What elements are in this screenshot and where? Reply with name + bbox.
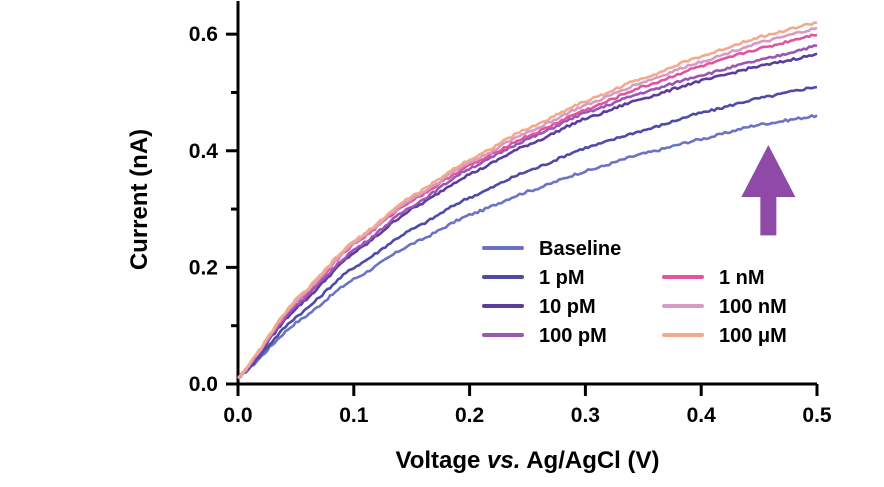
- legend-label: 10 pM: [539, 296, 596, 318]
- x-tick-label: 0.5: [802, 404, 832, 427]
- axes: 0.0 0.2 0.4 0.6 0.0 0.1 0.2 0.3 0.4 0.5 Voltage vs…: [126, 1, 832, 474]
- legend-label: 1 nM: [719, 267, 765, 289]
- x-tick-label: 0.0: [223, 404, 252, 427]
- x-axis-title: Voltage vs. Ag/AgCl (V): [395, 447, 659, 474]
- y-axis-title: Current (nA): [126, 129, 153, 270]
- x-axis-title-prefix: Voltage: [395, 447, 487, 474]
- series-line-100-m: [237, 21, 818, 380]
- y-tick-label: 0.2: [189, 256, 218, 279]
- series-line-100-pm: [237, 44, 818, 380]
- y-tick-label: 0.6: [189, 23, 218, 46]
- legend-label: 100 nM: [719, 296, 787, 318]
- annotations: [741, 144, 796, 236]
- legend-label: 100 pM: [539, 325, 607, 347]
- series-line-100-nm: [237, 26, 818, 380]
- series-line-1-pm: [237, 85, 818, 380]
- x-tick-label: 0.1: [339, 404, 369, 427]
- x-axis-title-suffix: Ag/AgCl (V): [520, 447, 659, 474]
- x-tick-label: 0.3: [571, 404, 600, 427]
- legend: Baseline 1 pM 10 pM 100 pM 1 nM 100 nM 100 μM: [482, 238, 787, 347]
- x-axis-title-italic: vs.: [487, 447, 520, 474]
- x-tick-label: 0.2: [455, 404, 484, 427]
- legend-label: 1 pM: [539, 267, 585, 289]
- x-tick-label: 0.4: [687, 404, 717, 427]
- legend-label: 100 μM: [719, 325, 787, 347]
- increase-arrow-icon: [741, 144, 796, 236]
- data-series: [236, 21, 818, 380]
- series-line-baseline: [237, 114, 818, 380]
- legend-label: Baseline: [539, 238, 621, 260]
- y-tick-label: 0.4: [189, 140, 219, 163]
- series-line-10-pm: [237, 52, 818, 380]
- y-tick-label: 0.0: [189, 373, 218, 396]
